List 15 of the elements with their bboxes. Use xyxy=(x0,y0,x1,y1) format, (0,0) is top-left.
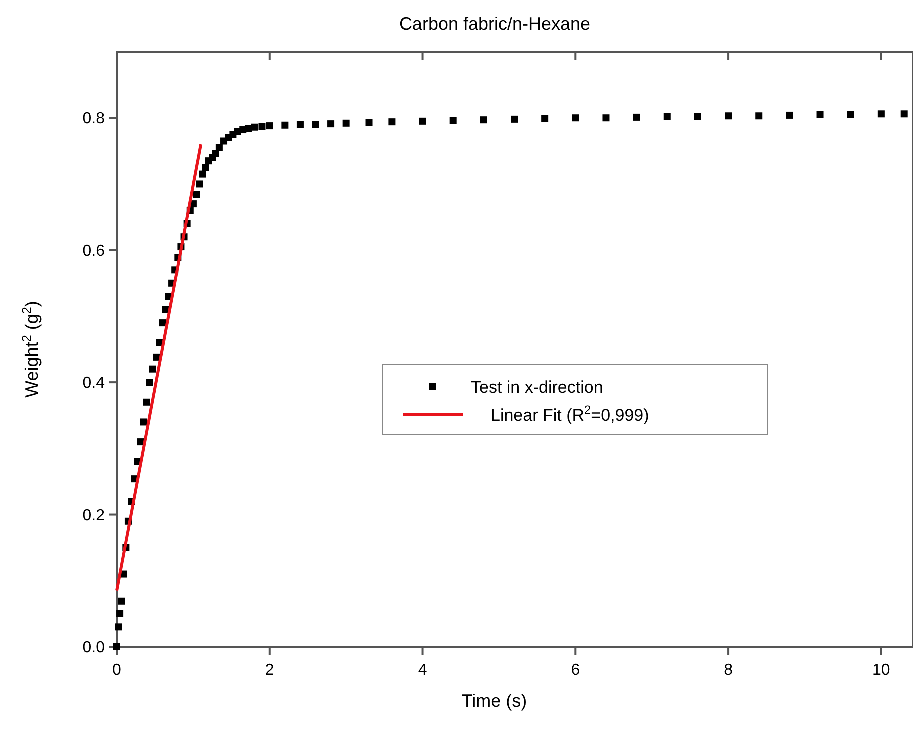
x-tick-label: 10 xyxy=(872,662,890,679)
y-tick-label: 0.0 xyxy=(82,640,106,657)
chart-title: Carbon fabric/n-Hexane xyxy=(399,14,591,34)
x-tick-label: 6 xyxy=(571,662,580,679)
y-tick-label: 0.6 xyxy=(82,242,106,260)
legend-label: Linear Fit (R$^{2}$=0,999) xyxy=(491,402,650,425)
x-tick-label: 8 xyxy=(724,662,734,679)
y-tick-label: 0.2 xyxy=(82,507,106,524)
y-tick-label: 0.4 xyxy=(82,375,106,392)
x-tick-label: 0 xyxy=(112,662,122,679)
y-tick-label: 0.8 xyxy=(82,110,106,128)
x-tick-label: 2 xyxy=(265,662,274,679)
legend-label: Test in x-direction xyxy=(471,378,604,397)
x-tick-label: 4 xyxy=(418,662,428,679)
x-axis-title: Time (s) xyxy=(462,691,528,711)
